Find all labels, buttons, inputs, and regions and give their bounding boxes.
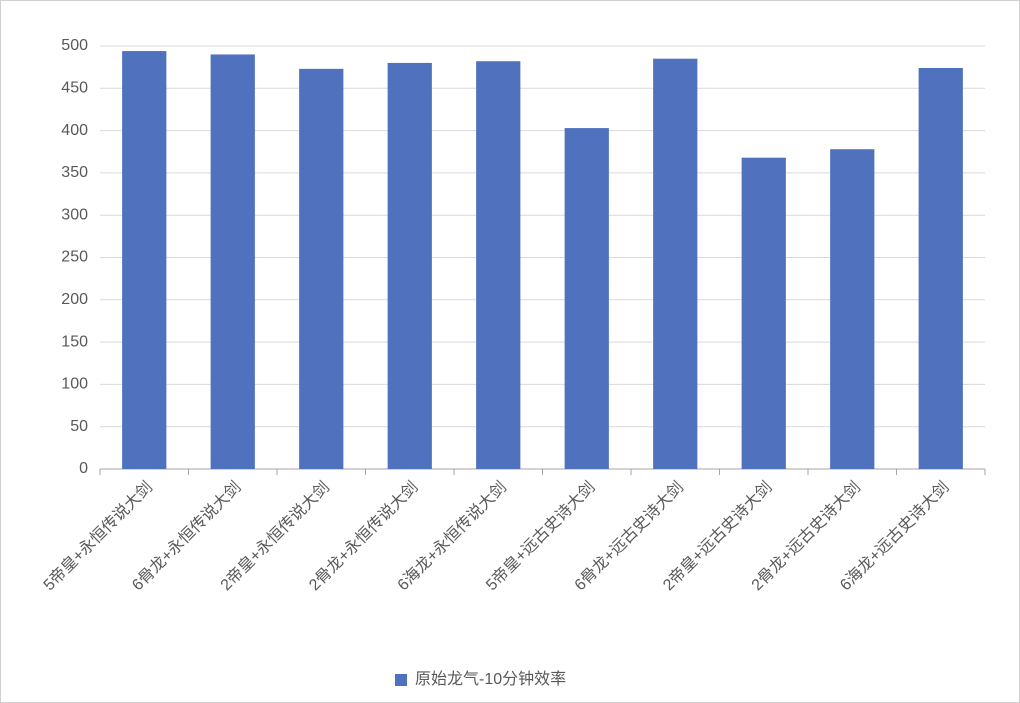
y-tick-label: 150 — [61, 333, 88, 350]
bar — [299, 68, 344, 469]
y-tick-label: 400 — [61, 122, 88, 139]
bar — [122, 51, 167, 470]
bar — [653, 58, 698, 469]
bar — [476, 61, 521, 470]
y-tick-label: 200 — [61, 291, 88, 308]
y-tick-label: 250 — [61, 249, 88, 266]
legend-swatch — [395, 674, 407, 686]
y-tick-label: 450 — [61, 80, 88, 97]
y-tick-label: 350 — [61, 164, 88, 181]
legend-label: 原始龙气-10分钟效率 — [415, 670, 566, 688]
y-tick-label: 500 — [61, 37, 88, 54]
y-tick-label: 0 — [79, 460, 88, 477]
bar — [741, 157, 786, 469]
bar — [387, 62, 432, 470]
bar — [830, 149, 875, 469]
bar — [564, 128, 609, 469]
bar — [210, 54, 255, 470]
y-tick-label: 100 — [61, 376, 88, 393]
bar — [918, 67, 963, 469]
y-tick-label: 300 — [61, 206, 88, 223]
y-tick-label: 50 — [70, 418, 88, 435]
